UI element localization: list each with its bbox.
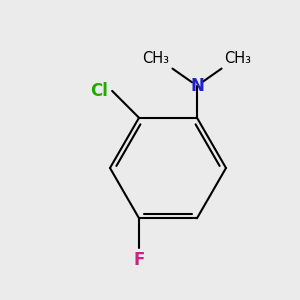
Text: CH₃: CH₃: [142, 51, 170, 66]
Text: CH₃: CH₃: [225, 51, 252, 66]
Text: N: N: [190, 77, 204, 95]
Text: Cl: Cl: [90, 82, 108, 100]
Text: F: F: [133, 251, 145, 269]
